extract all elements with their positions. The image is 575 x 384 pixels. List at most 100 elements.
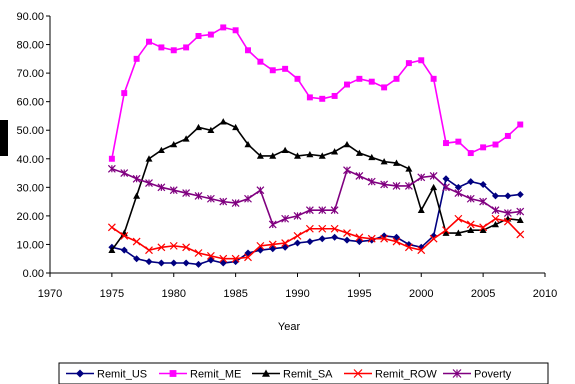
data-point: [442, 183, 450, 192]
data-point: [195, 123, 202, 131]
data-point: [133, 255, 141, 263]
data-point: [454, 229, 462, 236]
data-point: [503, 217, 512, 226]
data-point: [182, 243, 191, 252]
data-point: [195, 260, 202, 268]
data-point: [281, 214, 290, 223]
data-point: [517, 121, 524, 128]
data-point: [442, 175, 450, 183]
data-point: [268, 240, 277, 249]
data-point: [355, 233, 364, 242]
data-point: [454, 214, 463, 223]
data-point: [170, 141, 178, 148]
legend-entry: Remit_ME: [159, 369, 241, 381]
x-tick-label: 1975: [100, 288, 124, 300]
data-point: [182, 189, 191, 197]
data-point: [393, 75, 400, 82]
data-point: [318, 152, 326, 159]
data-point: [504, 192, 512, 200]
data-point: [479, 223, 488, 232]
data-point: [244, 141, 252, 148]
data-point: [306, 150, 314, 158]
data-point: [492, 141, 499, 148]
x-tick-label: 2010: [533, 288, 557, 300]
x-tick-label: 1980: [162, 288, 186, 300]
data-point: [306, 238, 314, 246]
data-point: [220, 24, 227, 31]
plot-area: [107, 24, 525, 268]
x-tick-label: 1995: [347, 288, 371, 300]
data-point: [305, 206, 314, 215]
x-tick-label: 1990: [285, 288, 309, 300]
data-point: [245, 47, 251, 54]
data-point: [330, 206, 339, 215]
data-point: [120, 169, 129, 177]
data-point: [479, 197, 488, 206]
y-tick-label: 40.00: [16, 154, 44, 166]
data-point: [268, 220, 277, 229]
legend-label: Remit_SA: [283, 369, 333, 381]
y-tick-label: 50.00: [16, 125, 44, 137]
series-remit-sa: [108, 118, 524, 253]
data-point: [443, 140, 449, 147]
data-point: [368, 78, 375, 85]
x-axis-title: Year: [278, 321, 301, 333]
data-point: [207, 31, 214, 38]
data-point: [467, 150, 474, 157]
data-point: [305, 224, 314, 233]
data-point: [330, 224, 339, 233]
data-point: [231, 199, 240, 207]
data-point: [480, 144, 487, 151]
y-axis: 0.00 10.00 20.00 30.00 40.00 50.00 60.00 70.00 8…: [16, 11, 51, 280]
legend-entry: Remit_US: [66, 369, 147, 381]
data-point: [381, 84, 388, 91]
data-point: [430, 183, 438, 191]
legend-box: [58, 362, 549, 384]
data-point: [491, 214, 500, 223]
x-tick-label: 1970: [38, 288, 62, 300]
data-point: [256, 186, 265, 195]
data-point: [158, 44, 165, 51]
legend-label: Remit_ME: [190, 369, 241, 381]
data-point: [442, 226, 450, 235]
data-point: [380, 180, 389, 189]
data-point: [294, 75, 301, 82]
data-point: [157, 183, 166, 192]
data-point: [293, 231, 302, 240]
data-point: [404, 243, 413, 252]
data-point: [467, 178, 475, 186]
series-line: [111, 26, 521, 159]
data-point: [380, 234, 389, 243]
data-point: [194, 249, 203, 257]
data-point: [157, 259, 165, 267]
data-point: [281, 239, 290, 247]
data-point: [107, 164, 116, 173]
series-poverty: [107, 164, 525, 229]
data-point: [157, 146, 165, 154]
data-point: [368, 153, 376, 161]
data-point: [132, 237, 141, 246]
data-point: [479, 180, 487, 188]
data-point: [232, 123, 240, 131]
legend-swatch-marker: [169, 370, 177, 377]
data-point: [133, 55, 140, 62]
data-point: [145, 179, 153, 187]
series-line: [111, 177, 521, 266]
y-tick-label: 70.00: [16, 68, 44, 80]
y-tick-label: 80.00: [16, 40, 44, 52]
data-point: [319, 95, 326, 102]
data-point: [269, 67, 276, 74]
data-point: [504, 132, 511, 139]
x-tick-label: 2000: [409, 288, 433, 300]
data-point: [429, 171, 438, 180]
data-point: [491, 206, 500, 215]
data-point: [429, 234, 438, 243]
data-point: [206, 251, 215, 260]
legend-swatch-marker: [76, 369, 84, 378]
legend-swatch-marker: [452, 369, 462, 378]
data-point: [219, 254, 228, 263]
data-point: [404, 181, 413, 190]
data-point: [145, 246, 153, 255]
data-point: [133, 192, 141, 199]
y-tick-label: 0.00: [23, 268, 44, 280]
